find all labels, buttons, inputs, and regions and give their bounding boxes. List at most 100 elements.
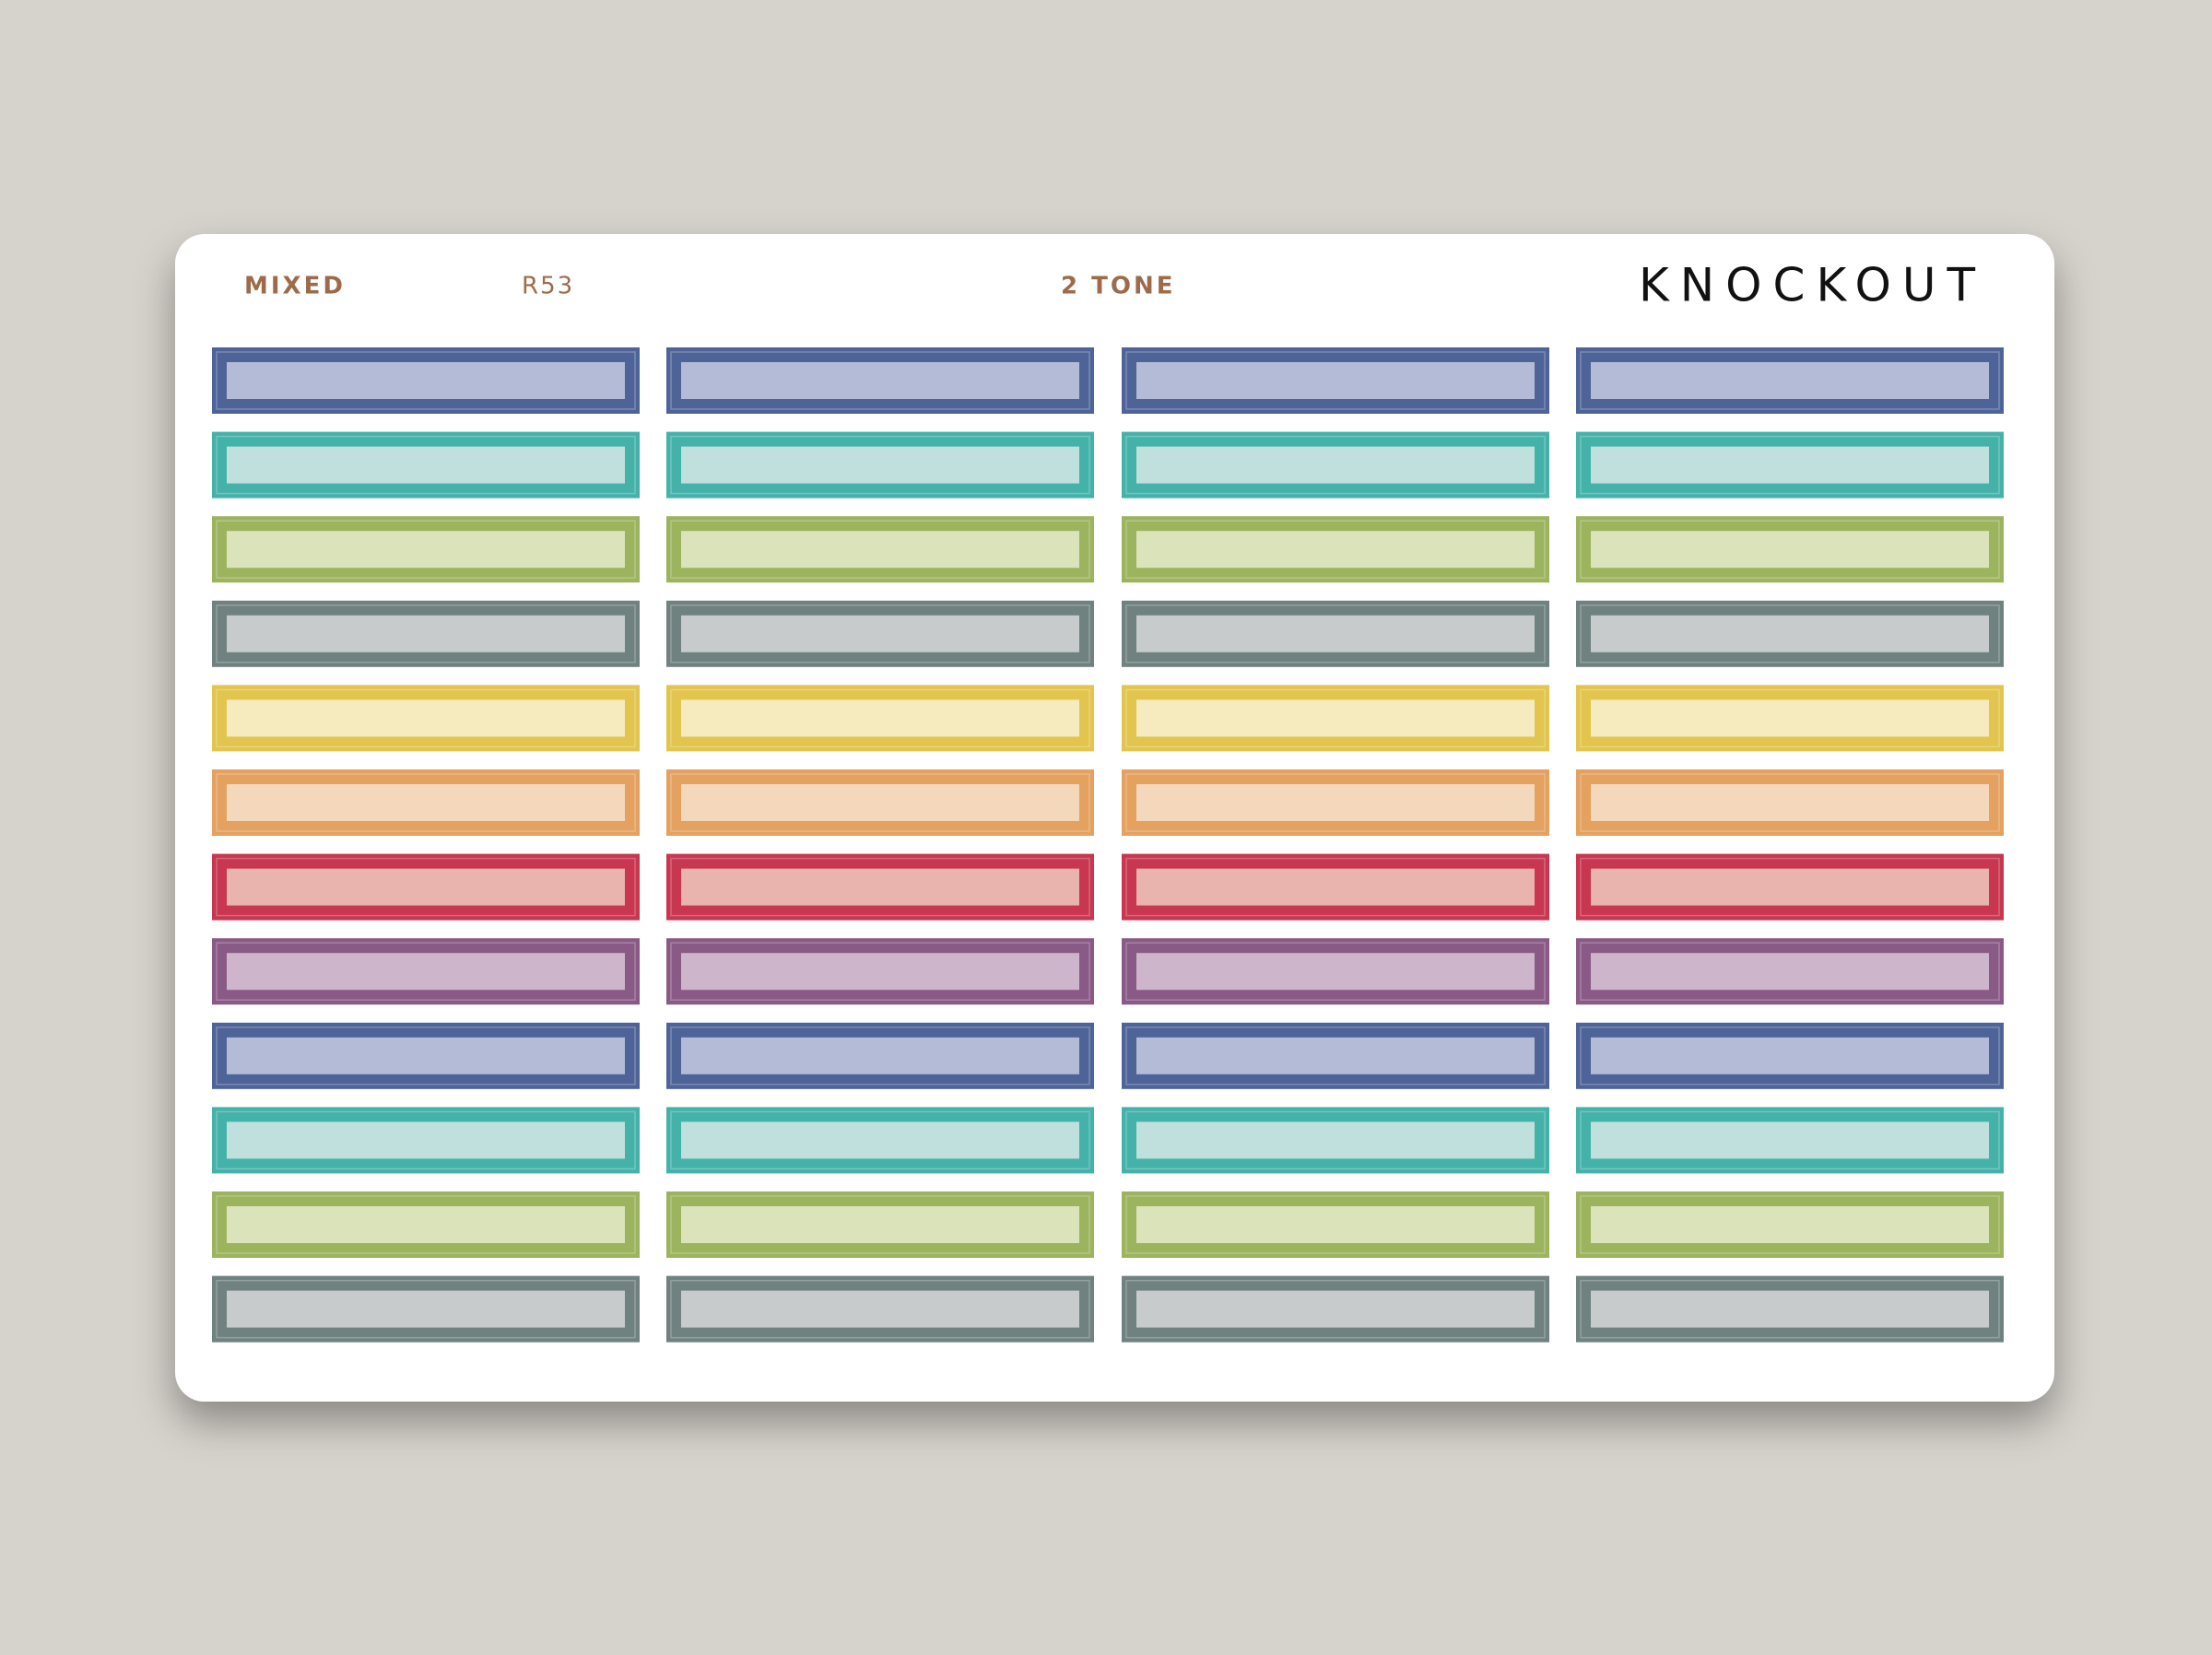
brand-label: KNOCKOUT	[1639, 259, 1986, 312]
sticker-line	[670, 1279, 1090, 1339]
sticker-line	[216, 688, 636, 748]
sticker-fill	[1591, 699, 1989, 737]
sticker-fill	[1136, 868, 1535, 906]
sticker-fill	[681, 953, 1079, 991]
sticker-fill	[1591, 1121, 1989, 1159]
sticker-line	[216, 1195, 636, 1254]
sticker-fill	[227, 1037, 625, 1074]
sticker-line	[216, 520, 636, 579]
sticker-line	[670, 773, 1090, 832]
sticker-fill	[227, 1121, 625, 1159]
sticker-line	[216, 857, 636, 917]
sticker-fill	[681, 1290, 1079, 1328]
sticker-line	[1580, 688, 2000, 748]
style-label: 2 TONE	[1061, 273, 1176, 300]
sticker-line	[670, 1195, 1090, 1254]
sticker-line	[1580, 857, 2000, 917]
sticker-line	[670, 857, 1090, 917]
sticker-fill	[1136, 615, 1535, 652]
sticker-line	[1125, 1027, 1546, 1086]
sticker-fill	[227, 784, 625, 821]
sticker-line	[216, 604, 636, 663]
sticker-fill	[1591, 1290, 1989, 1328]
sticker-fill	[681, 699, 1079, 737]
sticker-fill	[681, 1206, 1079, 1243]
sticker-line	[670, 604, 1090, 663]
sticker-fill	[227, 1206, 625, 1243]
sticker-fill	[227, 362, 625, 399]
sticker-fill	[1591, 784, 1989, 821]
sticker-line	[670, 351, 1090, 410]
sticker-fill	[681, 362, 1079, 399]
sticker-line	[1580, 1195, 2000, 1254]
sticker-line	[1125, 688, 1546, 748]
sticker-line	[1125, 857, 1546, 917]
sticker-fill	[1136, 784, 1535, 821]
sticker-line	[670, 942, 1090, 1001]
code-label: R53	[522, 273, 574, 300]
sticker-fill	[1136, 1121, 1535, 1159]
sticker-line	[1580, 435, 2000, 495]
sticker-line	[216, 773, 636, 832]
sticker-line	[1125, 773, 1546, 832]
sticker-line	[216, 351, 636, 410]
sticker-fill	[1136, 1290, 1535, 1328]
sticker-line	[1125, 435, 1546, 495]
sticker-line	[216, 1110, 636, 1170]
sticker-fill	[1136, 1037, 1535, 1074]
sticker-fill	[227, 1290, 625, 1328]
sticker-line	[1580, 1279, 2000, 1339]
sticker-line	[1125, 1110, 1546, 1170]
sticker-fill	[227, 446, 625, 484]
sticker-fill	[681, 1037, 1079, 1074]
sticker-fill	[1136, 953, 1535, 991]
sticker-line	[1125, 942, 1546, 1001]
sticker-fill	[227, 531, 625, 569]
sticker-line	[670, 688, 1090, 748]
sticker-fill	[227, 953, 625, 991]
sticker-line	[670, 520, 1090, 579]
sticker-fill	[1591, 1206, 1989, 1243]
sticker-line	[1125, 1279, 1546, 1339]
sticker-fill	[227, 615, 625, 652]
sticker-fill	[681, 446, 1079, 484]
sticker-fill	[1591, 362, 1989, 399]
sticker-line	[1125, 1195, 1546, 1254]
sticker-line	[1125, 520, 1546, 579]
sticker-line	[1125, 604, 1546, 663]
sticker-fill	[681, 868, 1079, 906]
sticker-fill	[1591, 615, 1989, 652]
sticker-line	[1580, 351, 2000, 410]
sticker-fill	[681, 531, 1079, 569]
sticker-fill	[1136, 531, 1535, 569]
sticker-line	[1580, 773, 2000, 832]
sticker-line	[670, 435, 1090, 495]
sticker-fill	[681, 784, 1079, 821]
sticker-fill	[1136, 446, 1535, 484]
sticker-fill	[1136, 362, 1535, 399]
sticker-fill	[1591, 531, 1989, 569]
sticker-line	[216, 1279, 636, 1339]
sticker-fill	[1136, 699, 1535, 737]
sticker-grid	[212, 347, 2004, 1343]
sticker-fill	[1136, 1206, 1535, 1243]
sticker-fill	[227, 868, 625, 906]
sticker-line	[216, 1027, 636, 1086]
sticker-line	[1580, 942, 2000, 1001]
sticker-line	[1580, 1110, 2000, 1170]
sticker-line	[216, 435, 636, 495]
sticker-fill	[1591, 1037, 1989, 1074]
sticker-fill	[1591, 446, 1989, 484]
sticker-line	[1580, 1027, 2000, 1086]
sticker-fill	[1591, 953, 1989, 991]
sticker-line	[670, 1027, 1090, 1086]
sticker-fill	[227, 699, 625, 737]
collection-label: MIXED	[244, 273, 346, 300]
sticker-fill	[681, 1121, 1079, 1159]
sticker-line	[1580, 604, 2000, 663]
sticker-line	[216, 942, 636, 1001]
sticker-line	[1580, 520, 2000, 579]
sticker-fill	[681, 615, 1079, 652]
